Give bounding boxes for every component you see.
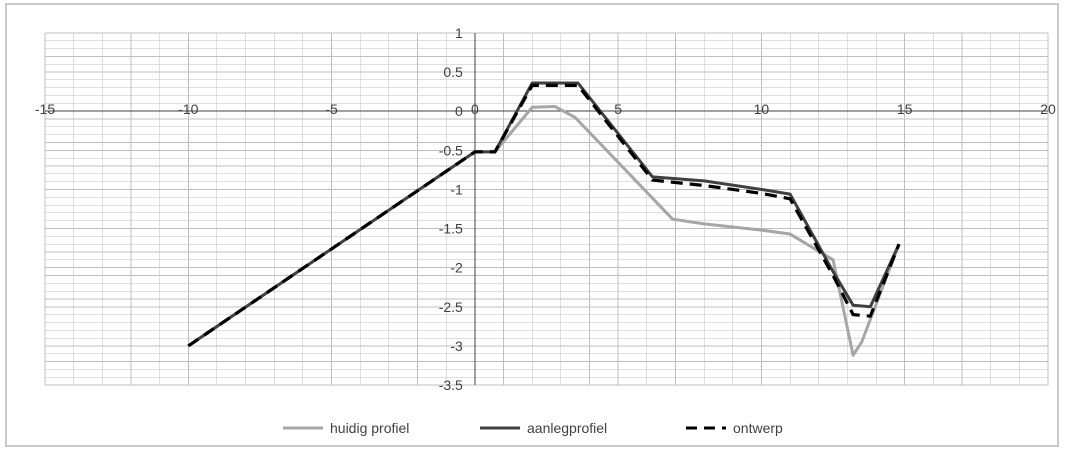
y-tick-label: -2.5 xyxy=(439,299,463,315)
y-tick-label: -0.5 xyxy=(439,142,463,158)
x-tick-label: 0 xyxy=(471,101,479,117)
series-line-ontwerp xyxy=(187,83,901,348)
y-tick-label: -1 xyxy=(450,181,463,197)
axes xyxy=(45,33,1048,385)
x-tick-label: 20 xyxy=(1040,101,1056,117)
x-tick-label: -10 xyxy=(178,101,198,117)
y-tick-label: -2 xyxy=(450,260,463,276)
y-tick-label: -3 xyxy=(450,338,463,354)
x-tick-label: 10 xyxy=(754,101,770,117)
legend-label-aanlegprofiel: aanlegprofiel xyxy=(527,420,607,436)
x-tick-label: 15 xyxy=(897,101,913,117)
y-tick-label: -1.5 xyxy=(439,221,463,237)
grid-lines xyxy=(44,32,1049,386)
y-tick-label: 0.5 xyxy=(443,64,463,80)
y-tick-label: -3.5 xyxy=(439,377,463,393)
data-series xyxy=(187,81,901,357)
y-tick-label: 1 xyxy=(455,25,463,41)
legend: huidig profiel aanlegprofiel ontwerp xyxy=(283,420,783,436)
legend-label-huidig-profiel: huidig profiel xyxy=(330,420,409,436)
y-tick-label: 0 xyxy=(455,103,463,119)
x-tick-label: -5 xyxy=(325,101,338,117)
x-tick-label: -15 xyxy=(35,101,55,117)
legend-label-ontwerp: ontwerp xyxy=(733,420,783,436)
series-line-huidig-profiel xyxy=(187,105,901,357)
tick-labels: -15 -10 -5 0 5 10 15 20 1 0.5 0 -0.5 -1 -1.5 -2 -2.5 -3 -… xyxy=(35,25,1056,393)
x-tick-label: 5 xyxy=(614,101,622,117)
